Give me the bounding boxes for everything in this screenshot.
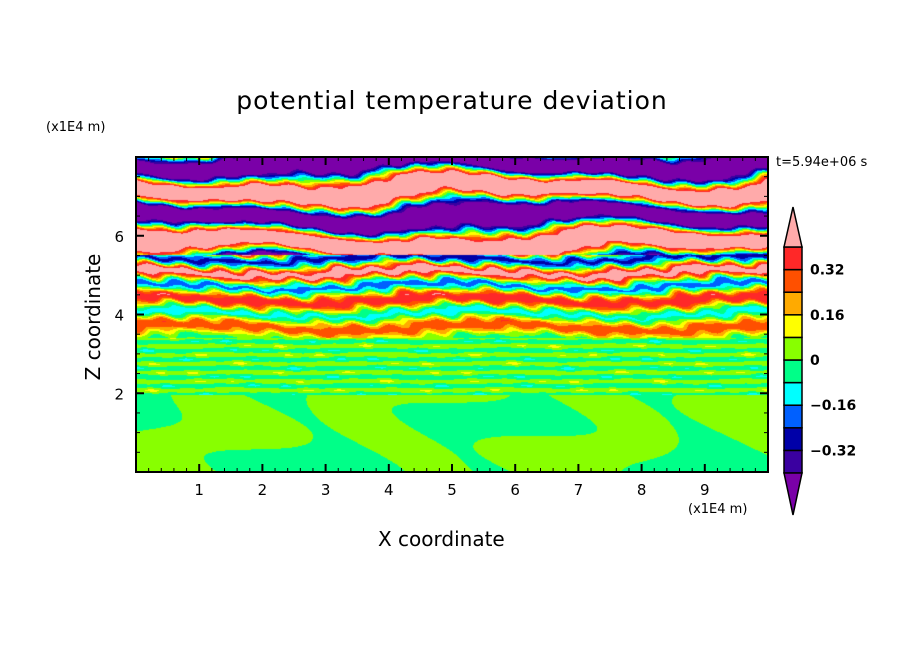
contour-fill (136, 157, 768, 472)
time-label: t=5.94e+06 s (776, 155, 868, 170)
colorbar-tick-label: −0.16 (810, 398, 856, 414)
y-tick-label: 4 (114, 307, 124, 325)
chart-title: potential temperature deviation (236, 86, 668, 115)
colorbar-tick-label: 0 (810, 353, 820, 369)
colorbar-extend-min (783, 472, 803, 516)
colorbar-swatch (783, 268, 803, 293)
colorbar-swatch (783, 449, 803, 474)
colorbar-swatch (783, 291, 803, 316)
colorbar-swatch (783, 246, 803, 271)
colorbar-swatch (783, 359, 803, 384)
colorbar-extend-max (783, 206, 803, 248)
colorbar-swatch (783, 427, 803, 452)
y-tick-label: 6 (114, 228, 124, 246)
x-tick-label: 8 (637, 481, 647, 499)
x-axis-label: X coordinate (378, 527, 505, 551)
x-tick-label: 3 (321, 481, 331, 499)
x-tick-label: 4 (384, 481, 394, 499)
x-axis-unit: (x1E4 m) (688, 502, 748, 517)
x-tick-label: 9 (700, 481, 710, 499)
colorbar-swatch (783, 336, 803, 361)
x-tick-label: 1 (194, 481, 204, 499)
y-tick-label: 2 (114, 385, 124, 403)
x-tick-label: 5 (447, 481, 457, 499)
colorbar-tick-label: 0.32 (810, 263, 845, 279)
colorbar-swatch (783, 381, 803, 406)
colorbar-swatch (783, 404, 803, 429)
x-tick-label: 7 (574, 481, 584, 499)
x-tick-label: 6 (510, 481, 520, 499)
x-tick-label: 2 (258, 481, 268, 499)
colorbar-tick-label: −0.32 (810, 443, 856, 459)
plot-frame (135, 156, 769, 473)
y-axis-unit: (x1E4 m) (46, 120, 106, 135)
colorbar-tick-label: 0.16 (810, 308, 845, 324)
colorbar-swatch (783, 314, 803, 339)
